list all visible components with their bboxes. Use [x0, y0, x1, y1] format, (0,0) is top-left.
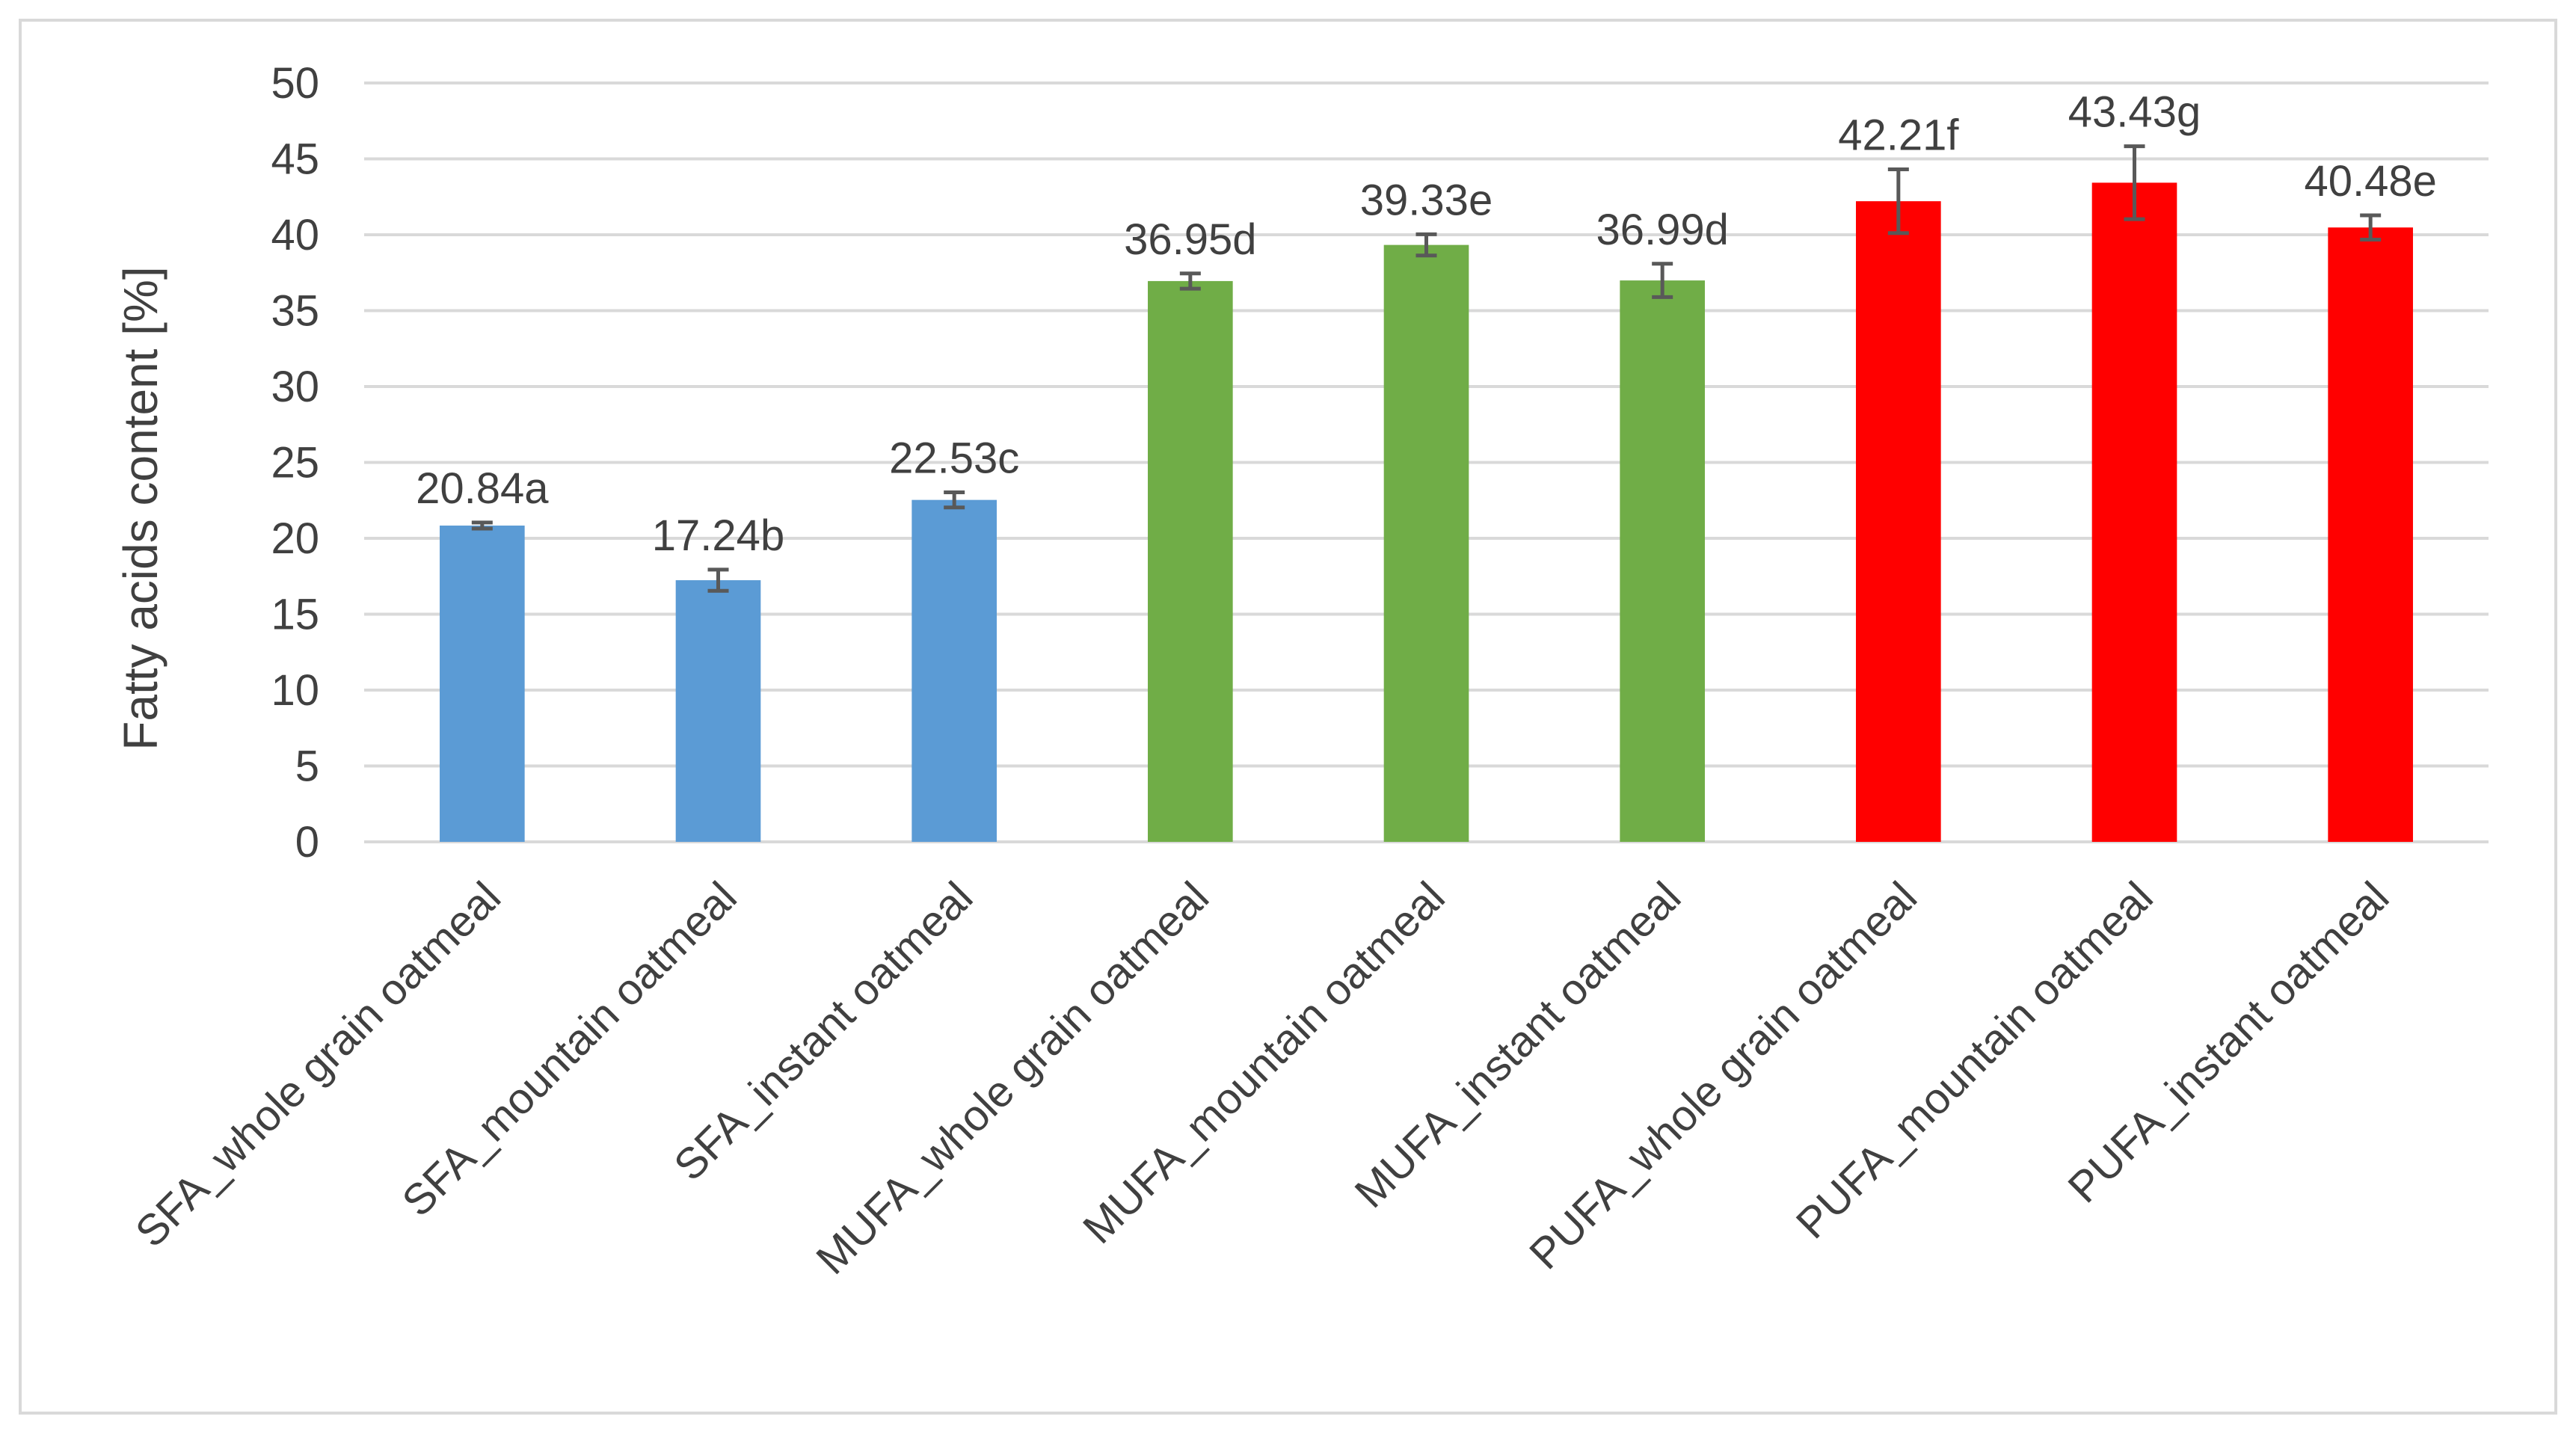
data-label: 20.84a: [416, 464, 549, 513]
bar: [440, 525, 525, 842]
y-tick-label: 0: [295, 818, 319, 867]
y-axis-label: Fatty acids content [%]: [114, 266, 167, 750]
bars: [440, 182, 2413, 843]
data-label: 40.48e: [2304, 157, 2436, 206]
y-tick-label: 20: [271, 514, 319, 563]
y-tick-label: 15: [271, 591, 319, 639]
bar: [912, 499, 997, 842]
y-tick-label: 30: [271, 363, 319, 411]
y-tick-label: 5: [295, 742, 319, 791]
data-label: 39.33e: [1360, 176, 1493, 224]
y-tick-labels: 0 5 10 15 20 25 30 35 40 45 50: [271, 59, 319, 867]
error-bars: [471, 144, 2382, 593]
bar: [1856, 201, 1941, 843]
data-label: 17.24b: [652, 511, 784, 560]
y-tick-label: 35: [271, 287, 319, 336]
data-label: 36.99d: [1596, 206, 1728, 254]
bar: [675, 580, 761, 842]
bar: [2328, 227, 2413, 843]
data-label: 22.53c: [889, 434, 1019, 482]
y-tick-label: 45: [271, 135, 319, 184]
data-label: 36.95d: [1124, 215, 1256, 264]
y-tick-label: 40: [271, 211, 319, 259]
bar: [1620, 280, 1705, 842]
bar: [2091, 182, 2177, 843]
y-tick-label: 50: [271, 59, 319, 108]
bar: [1148, 280, 1233, 842]
data-labels: 20.84a 17.24b 22.53c 36.95d 39.33e 36.99d 42.2…: [416, 88, 2437, 560]
data-label: 42.21f: [1838, 111, 1959, 160]
y-tick-label: 25: [271, 439, 319, 487]
y-tick-label: 10: [271, 666, 319, 715]
bar: [1383, 244, 1469, 842]
data-label: 43.43g: [2068, 88, 2201, 137]
